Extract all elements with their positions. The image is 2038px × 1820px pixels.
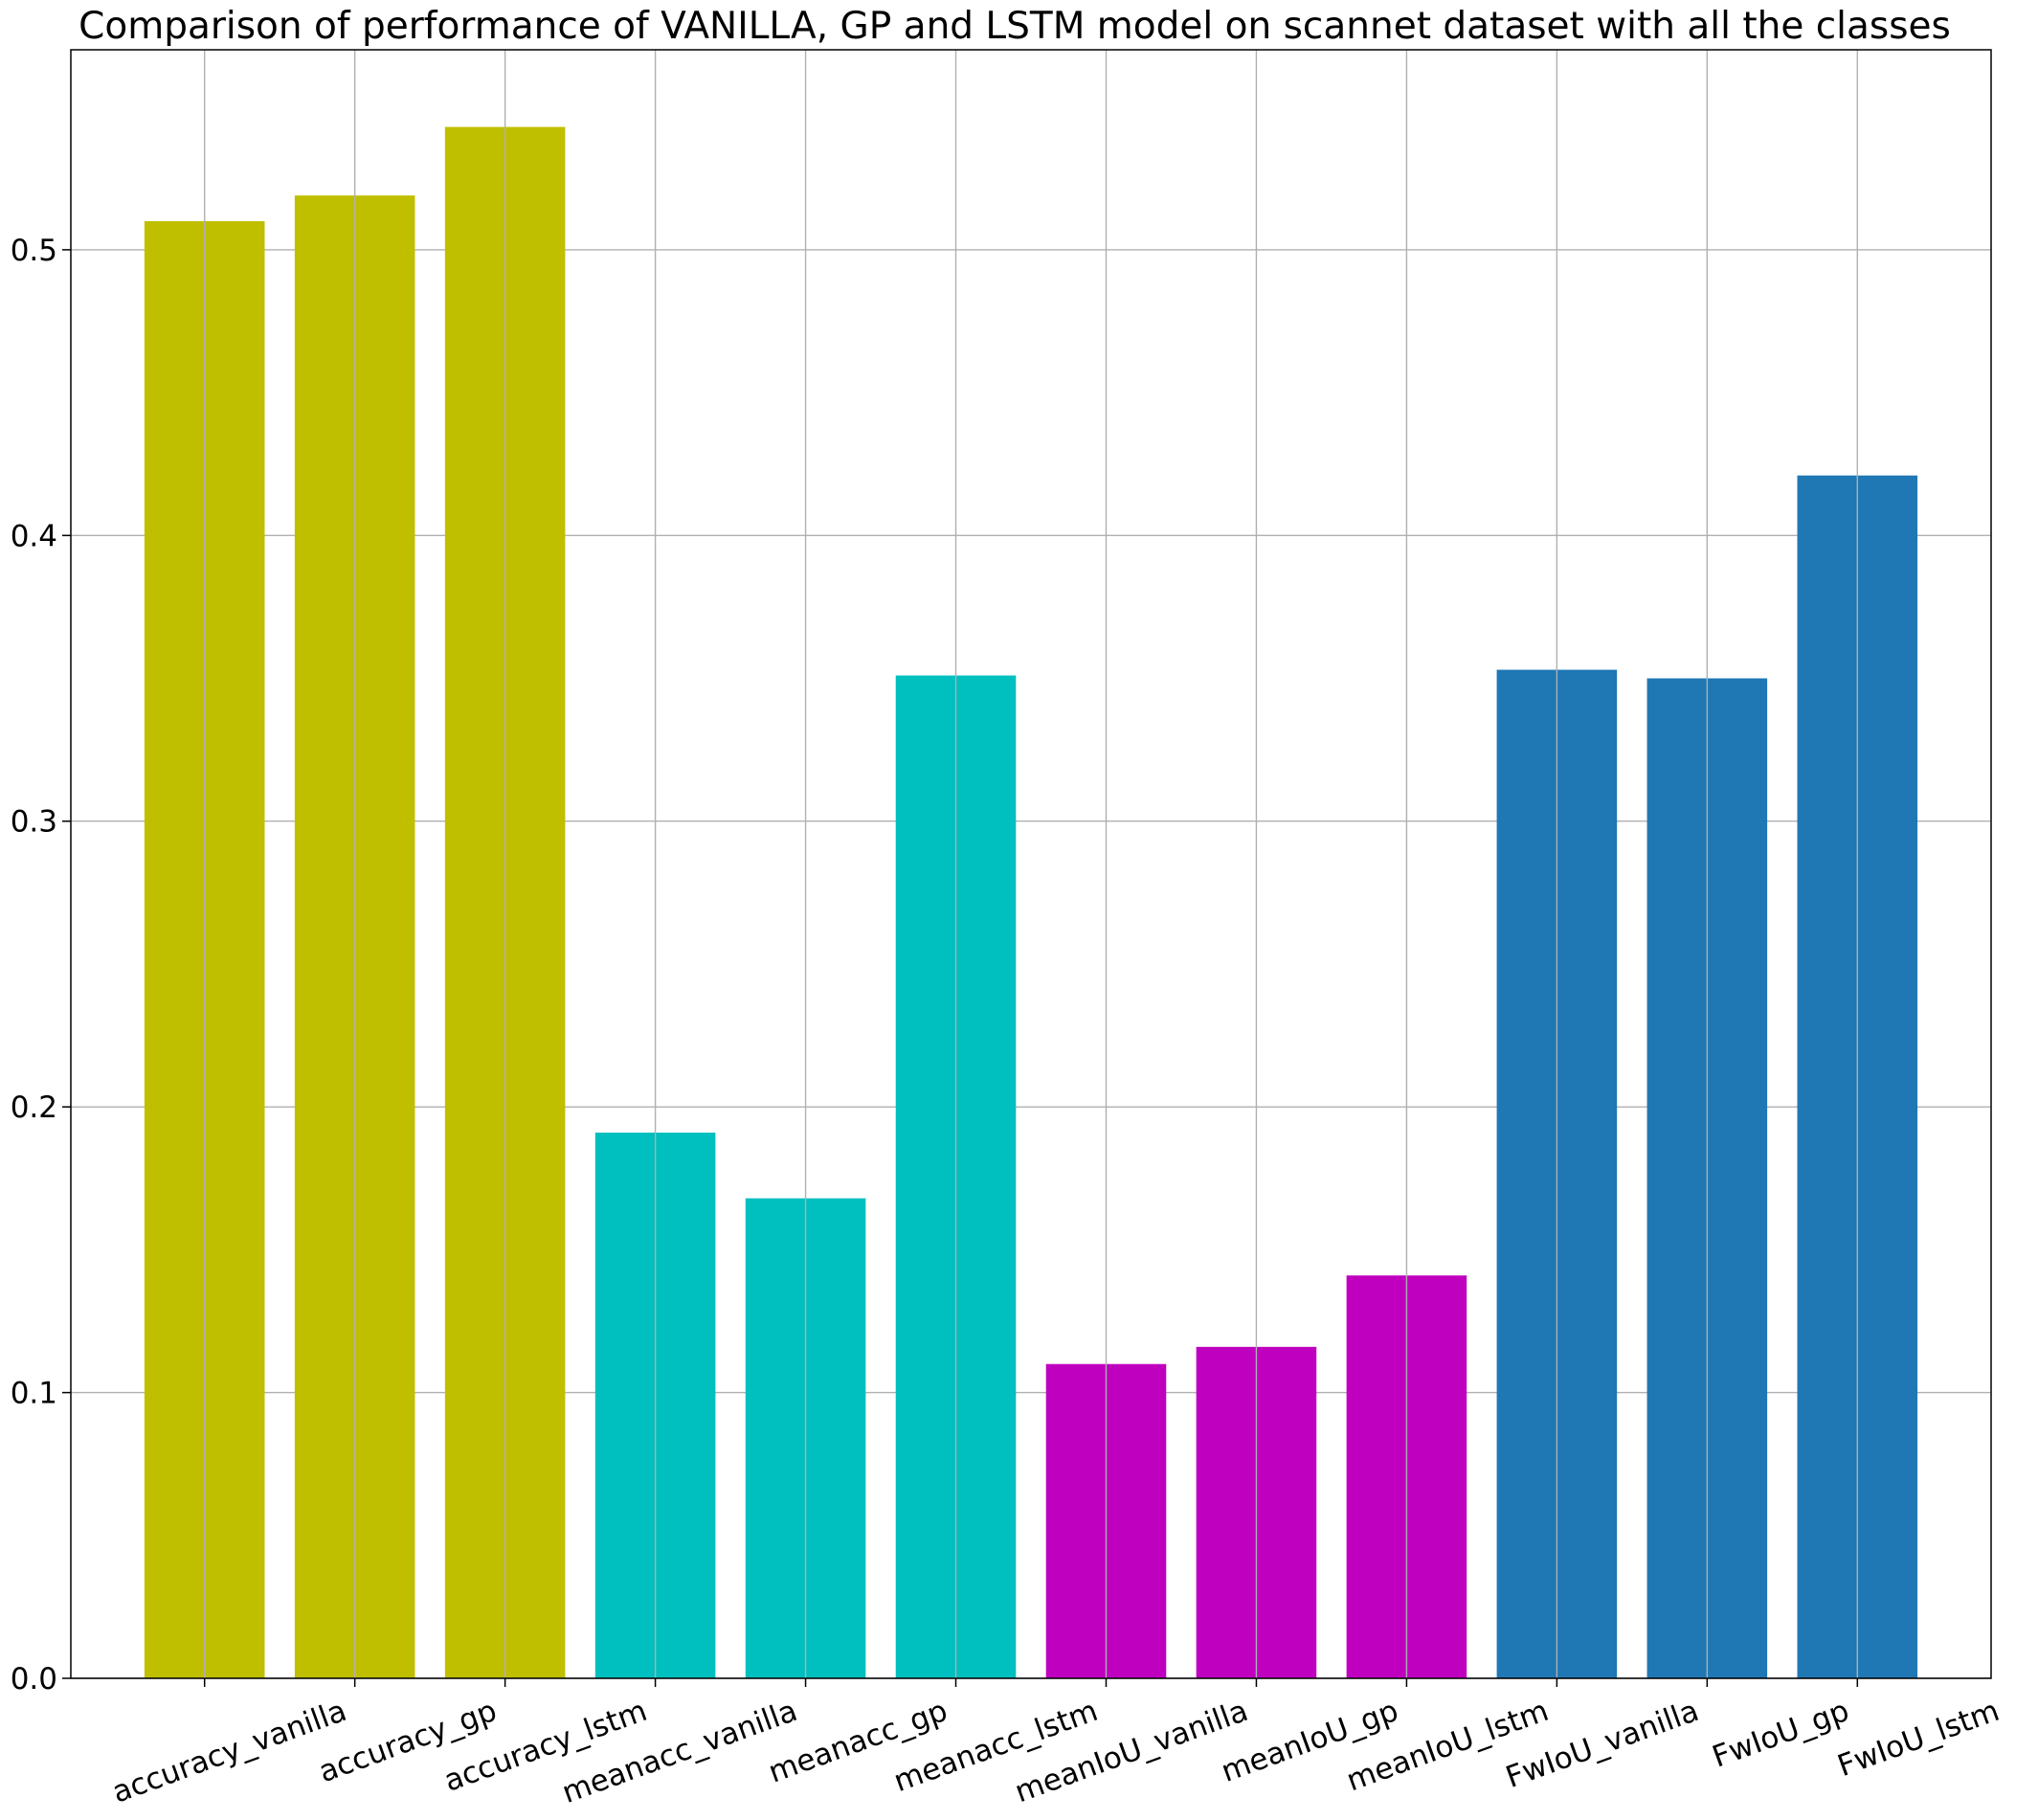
- x-tick-label: FwIoU_lstm: [1833, 1694, 2004, 1784]
- x-tick-label: FwIoU_gp: [1708, 1694, 1853, 1775]
- y-axis: 0.0 0.1 0.2 0.3 0.4 0.5: [11, 234, 71, 1696]
- y-tick-label: 0.4: [11, 519, 57, 553]
- x-tick-label: accuracy_vanilla: [108, 1694, 351, 1810]
- plot-frame: [70, 49, 1992, 1679]
- x-axis: accuracy_vanillaaccuracy_gpaccuracy_lstm…: [108, 1678, 2004, 1810]
- vertical-grid-layer: [203, 50, 1859, 1678]
- bar-layer: [144, 126, 1918, 1679]
- y-tick-label: 0.0: [11, 1662, 57, 1696]
- chart-title: Comparison of performance of VANILLA, GP…: [78, 5, 1951, 48]
- y-tick-label: 0.2: [11, 1090, 57, 1125]
- y-tick-label: 0.5: [11, 234, 57, 268]
- y-tick-label: 0.3: [11, 805, 57, 840]
- y-tick-label: 0.1: [11, 1377, 57, 1411]
